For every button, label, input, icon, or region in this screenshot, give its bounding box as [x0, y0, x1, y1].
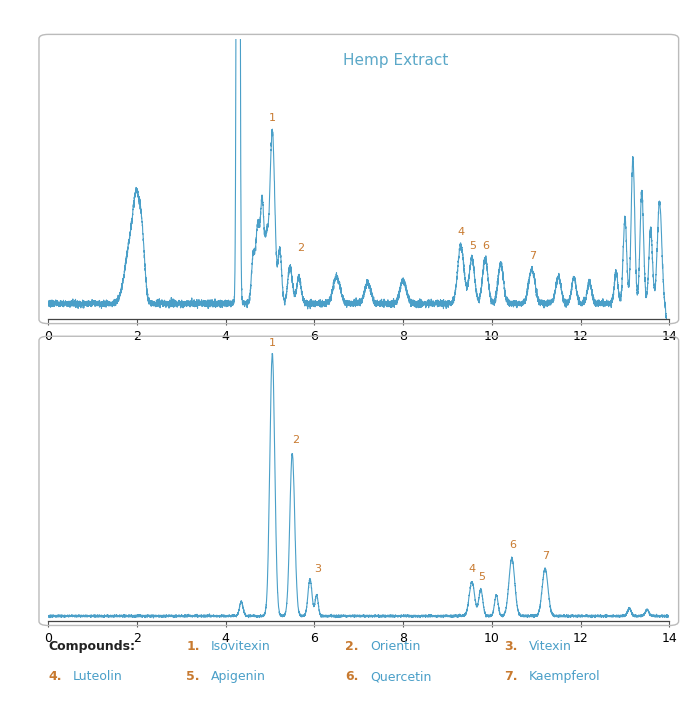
Text: 2.: 2. [345, 640, 359, 654]
Text: 7: 7 [542, 551, 549, 561]
Text: Vitexin: Vitexin [529, 640, 571, 654]
Text: 7: 7 [529, 251, 537, 261]
Text: 1.: 1. [186, 640, 200, 654]
Text: 2: 2 [293, 435, 299, 446]
Text: 4: 4 [457, 227, 464, 237]
Text: 1: 1 [269, 338, 276, 348]
Text: Hemp Extract: Hemp Extract [344, 53, 448, 67]
Text: 3: 3 [315, 564, 322, 574]
Text: 4.: 4. [48, 670, 62, 684]
Text: 5.: 5. [186, 670, 200, 684]
Text: 2: 2 [297, 243, 305, 253]
Text: 5: 5 [469, 241, 476, 251]
Text: Compounds:: Compounds: [48, 640, 135, 654]
Text: 3.: 3. [504, 640, 517, 654]
Text: Isovitexin: Isovitexin [211, 640, 271, 654]
Text: Orientin: Orientin [370, 640, 420, 654]
Text: 1: 1 [269, 114, 276, 124]
Text: Luteolin: Luteolin [73, 670, 123, 684]
Text: Kaempferol: Kaempferol [529, 670, 600, 684]
Text: 4: 4 [469, 564, 475, 574]
Text: 7.: 7. [504, 670, 518, 684]
Text: Apigenin: Apigenin [211, 670, 266, 684]
Text: 6.: 6. [345, 670, 358, 684]
Text: 6: 6 [509, 541, 516, 550]
Text: Quercetin: Quercetin [370, 670, 431, 684]
Text: 6: 6 [482, 241, 490, 251]
Text: 5: 5 [478, 572, 485, 582]
